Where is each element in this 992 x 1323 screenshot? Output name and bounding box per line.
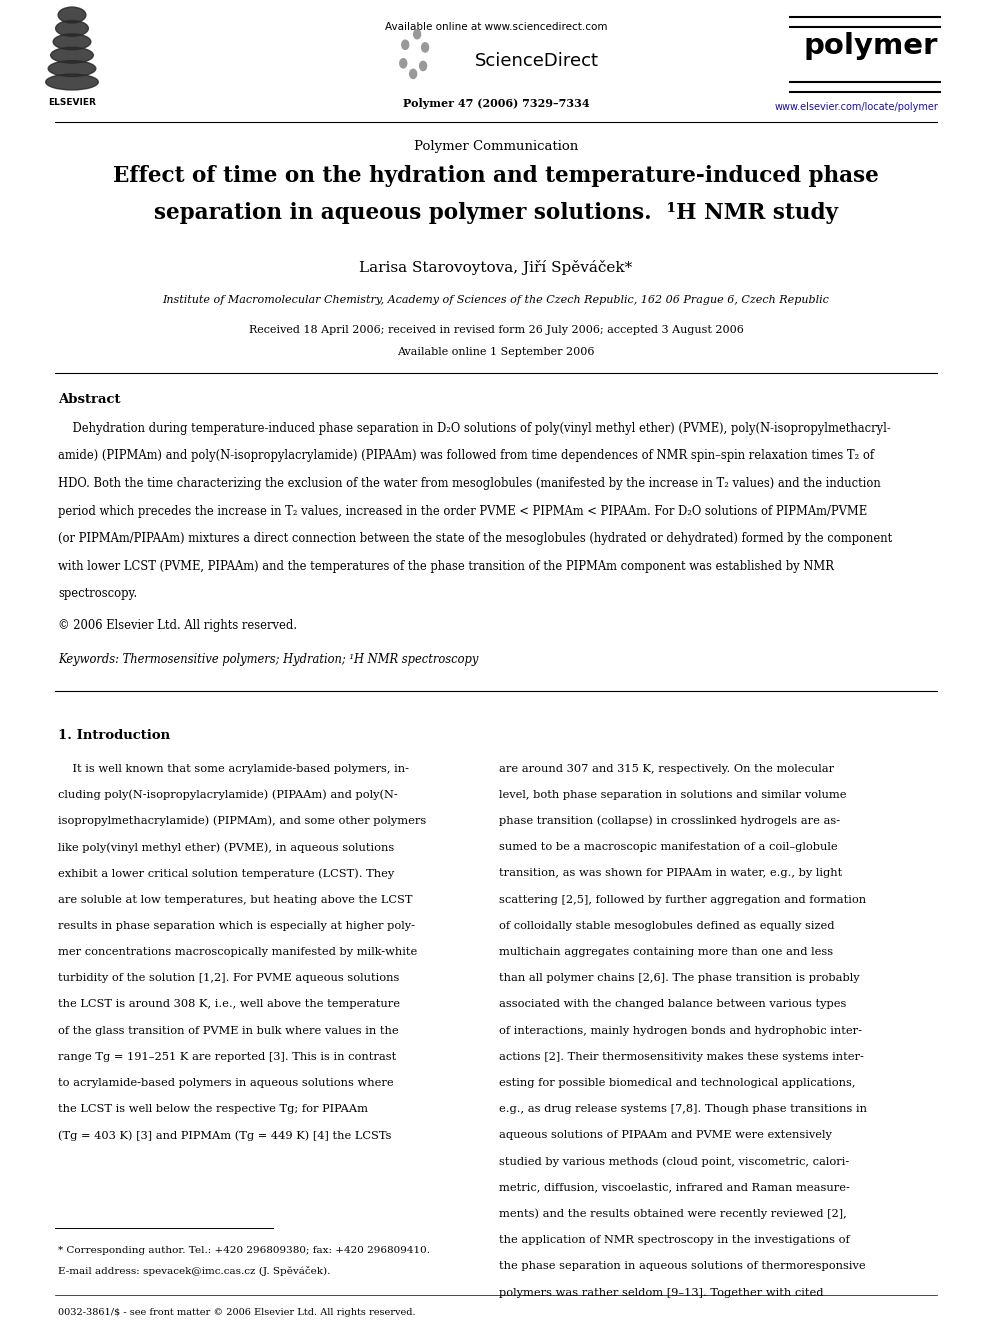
Text: 1. Introduction: 1. Introduction	[58, 729, 170, 741]
Text: are soluble at low temperatures, but heating above the LCST: are soluble at low temperatures, but hea…	[58, 894, 413, 905]
Text: Available online 1 September 2006: Available online 1 September 2006	[397, 347, 595, 357]
Circle shape	[414, 29, 421, 38]
Circle shape	[422, 42, 429, 52]
Text: polymer: polymer	[804, 32, 938, 60]
Text: © 2006 Elsevier Ltd. All rights reserved.: © 2006 Elsevier Ltd. All rights reserved…	[58, 618, 298, 631]
Text: (or PIPMAm/PIPAAm) mixtures a direct connection between the state of the mesoglo: (or PIPMAm/PIPAAm) mixtures a direct con…	[58, 532, 892, 545]
Text: multichain aggregates containing more than one and less: multichain aggregates containing more th…	[499, 947, 833, 957]
Text: exhibit a lower critical solution temperature (LCST). They: exhibit a lower critical solution temper…	[58, 868, 394, 878]
Text: scattering [2,5], followed by further aggregation and formation: scattering [2,5], followed by further ag…	[499, 894, 866, 905]
Text: phase transition (collapse) in crosslinked hydrogels are as-: phase transition (collapse) in crosslink…	[499, 816, 840, 827]
Text: the phase separation in aqueous solutions of thermoresponsive: the phase separation in aqueous solution…	[499, 1261, 866, 1271]
Text: turbidity of the solution [1,2]. For PVME aqueous solutions: turbidity of the solution [1,2]. For PVM…	[58, 974, 400, 983]
Text: Institute of Macromolecular Chemistry, Academy of Sciences of the Czech Republic: Institute of Macromolecular Chemistry, A…	[163, 295, 829, 306]
Text: www.elsevier.com/locate/polymer: www.elsevier.com/locate/polymer	[774, 102, 938, 112]
Text: Larisa Starovoytova, Jiří Spěváček*: Larisa Starovoytova, Jiří Spěváček*	[359, 261, 633, 275]
Text: metric, diffusion, viscoelastic, infrared and Raman measure-: metric, diffusion, viscoelastic, infrare…	[499, 1183, 850, 1193]
Ellipse shape	[59, 7, 86, 22]
Text: period which precedes the increase in T₂ values, increased in the order PVME < P: period which precedes the increase in T₂…	[58, 504, 867, 517]
Circle shape	[420, 61, 427, 70]
Text: cluding poly(N-isopropylacrylamide) (PIPAAm) and poly(N-: cluding poly(N-isopropylacrylamide) (PIP…	[58, 790, 398, 800]
Text: actions [2]. Their thermosensitivity makes these systems inter-: actions [2]. Their thermosensitivity mak…	[499, 1052, 864, 1061]
Text: than all polymer chains [2,6]. The phase transition is probably: than all polymer chains [2,6]. The phase…	[499, 974, 860, 983]
Ellipse shape	[54, 34, 91, 50]
Text: are around 307 and 315 K, respectively. On the molecular: are around 307 and 315 K, respectively. …	[499, 763, 834, 774]
Text: ELSEVIER: ELSEVIER	[48, 98, 96, 107]
Text: amide) (PIPMAm) and poly(N-isopropylacrylamide) (PIPAAm) was followed from time : amide) (PIPMAm) and poly(N-isopropylacry…	[58, 450, 874, 463]
Text: Polymer 47 (2006) 7329–7334: Polymer 47 (2006) 7329–7334	[403, 98, 589, 108]
Text: esting for possible biomedical and technological applications,: esting for possible biomedical and techn…	[499, 1078, 855, 1088]
Circle shape	[400, 58, 407, 67]
Circle shape	[402, 40, 409, 49]
Text: transition, as was shown for PIPAAm in water, e.g., by light: transition, as was shown for PIPAAm in w…	[499, 868, 842, 878]
Text: ments) and the results obtained were recently reviewed [2],: ments) and the results obtained were rec…	[499, 1209, 847, 1220]
Text: associated with the changed balance between various types: associated with the changed balance betw…	[499, 999, 846, 1009]
Text: Available online at www.sciencedirect.com: Available online at www.sciencedirect.co…	[385, 22, 607, 32]
Text: level, both phase separation in solutions and similar volume: level, both phase separation in solution…	[499, 790, 846, 799]
Ellipse shape	[56, 20, 88, 36]
Text: range Tg = 191–251 K are reported [3]. This is in contrast: range Tg = 191–251 K are reported [3]. T…	[58, 1052, 396, 1061]
Text: the LCST is around 308 K, i.e., well above the temperature: the LCST is around 308 K, i.e., well abo…	[58, 999, 400, 1009]
Text: mer concentrations macroscopically manifested by milk-white: mer concentrations macroscopically manif…	[58, 947, 418, 957]
Text: sumed to be a macroscopic manifestation of a coil–globule: sumed to be a macroscopic manifestation …	[499, 843, 837, 852]
Text: HDO. Both the time characterizing the exclusion of the water from mesoglobules (: HDO. Both the time characterizing the ex…	[58, 478, 881, 490]
Text: Effect of time on the hydration and temperature-induced phase: Effect of time on the hydration and temp…	[113, 165, 879, 187]
Text: aqueous solutions of PIPAAm and PVME were extensively: aqueous solutions of PIPAAm and PVME wer…	[499, 1130, 832, 1140]
Text: spectroscopy.: spectroscopy.	[58, 587, 137, 601]
Text: e.g., as drug release systems [7,8]. Though phase transitions in: e.g., as drug release systems [7,8]. Tho…	[499, 1105, 867, 1114]
Circle shape	[410, 69, 417, 78]
Text: ScienceDirect: ScienceDirect	[475, 52, 599, 70]
Text: results in phase separation which is especially at higher poly-: results in phase separation which is esp…	[58, 921, 415, 930]
Text: (Tg = 403 K) [3] and PIPMAm (Tg = 449 K) [4] the LCSTs: (Tg = 403 K) [3] and PIPMAm (Tg = 449 K)…	[58, 1130, 392, 1140]
Text: of colloidally stable mesoglobules defined as equally sized: of colloidally stable mesoglobules defin…	[499, 921, 834, 930]
Text: * Corresponding author. Tel.: +420 296809380; fax: +420 296809410.: * Corresponding author. Tel.: +420 29680…	[58, 1246, 430, 1256]
Text: with lower LCST (PVME, PIPAAm) and the temperatures of the phase transition of t: with lower LCST (PVME, PIPAAm) and the t…	[58, 560, 834, 573]
Text: Received 18 April 2006; received in revised form 26 July 2006; accepted 3 August: Received 18 April 2006; received in revi…	[249, 325, 743, 335]
Text: E-mail address: spevacek@imc.cas.cz (J. Spěváček).: E-mail address: spevacek@imc.cas.cz (J. …	[58, 1266, 330, 1275]
Text: Abstract: Abstract	[58, 393, 120, 406]
Text: separation in aqueous polymer solutions.  ¹H NMR study: separation in aqueous polymer solutions.…	[154, 202, 838, 224]
Text: to acrylamide-based polymers in aqueous solutions where: to acrylamide-based polymers in aqueous …	[58, 1078, 394, 1088]
Text: Polymer Communication: Polymer Communication	[414, 140, 578, 153]
Ellipse shape	[46, 74, 98, 90]
Text: It is well known that some acrylamide-based polymers, in-: It is well known that some acrylamide-ba…	[58, 763, 409, 774]
Text: like poly(vinyl methyl ether) (PVME), in aqueous solutions: like poly(vinyl methyl ether) (PVME), in…	[58, 843, 394, 852]
Text: the application of NMR spectroscopy in the investigations of: the application of NMR spectroscopy in t…	[499, 1236, 850, 1245]
Text: the LCST is well below the respective Tg; for PIPAAm: the LCST is well below the respective Tg…	[58, 1105, 368, 1114]
Text: isopropylmethacrylamide) (PIPMAm), and some other polymers: isopropylmethacrylamide) (PIPMAm), and s…	[58, 816, 427, 827]
Text: Dehydration during temperature-induced phase separation in D₂O solutions of poly: Dehydration during temperature-induced p…	[58, 422, 891, 435]
Text: of the glass transition of PVME in bulk where values in the: of the glass transition of PVME in bulk …	[58, 1025, 399, 1036]
Text: of interactions, mainly hydrogen bonds and hydrophobic inter-: of interactions, mainly hydrogen bonds a…	[499, 1025, 862, 1036]
Ellipse shape	[51, 48, 93, 64]
Ellipse shape	[49, 61, 96, 77]
Text: studied by various methods (cloud point, viscometric, calori-: studied by various methods (cloud point,…	[499, 1156, 849, 1167]
Text: 0032-3861/$ - see front matter © 2006 Elsevier Ltd. All rights reserved.: 0032-3861/$ - see front matter © 2006 El…	[58, 1308, 416, 1316]
Text: polymers was rather seldom [9–13]. Together with cited: polymers was rather seldom [9–13]. Toget…	[499, 1287, 823, 1298]
Text: Keywords: Thermosensitive polymers; Hydration; ¹H NMR spectroscopy: Keywords: Thermosensitive polymers; Hydr…	[58, 652, 478, 665]
